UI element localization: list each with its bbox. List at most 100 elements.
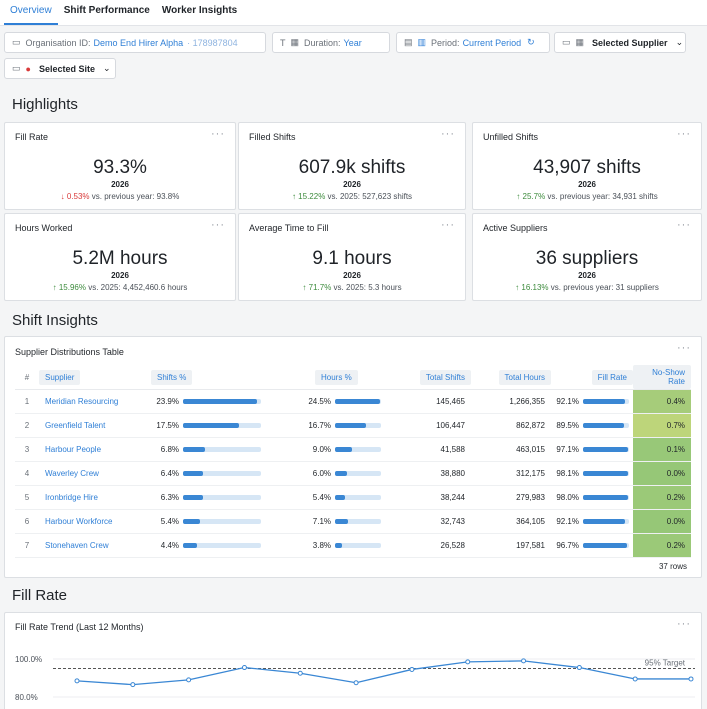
supplier-name[interactable]: Stonehaven Crew (39, 533, 151, 558)
table-row[interactable]: 4 Waverley Crew 6.4% 6.0% 38,880 312,175… (15, 461, 691, 486)
kpi-title: Active Suppliers (483, 223, 548, 233)
kpi-title: Fill Rate (15, 132, 49, 142)
supplier-table: # Supplier Shifts % Hours % Total Shifts… (15, 365, 691, 558)
text-type-icon: T (280, 37, 286, 48)
shifts-pct-cell: 23.9% (151, 389, 275, 414)
shifts-pct-bar (183, 471, 261, 476)
kpi-value: 93.3% (93, 157, 147, 178)
hours-pct-cell: 16.7% (275, 413, 399, 438)
data-point (576, 665, 582, 671)
col-no-show-rate[interactable]: No-Show Rate (633, 365, 691, 390)
kpi-year: 2026 (343, 271, 361, 280)
supplier-name[interactable]: Greenfield Talent (39, 413, 151, 438)
more-options-icon[interactable]: ··· (677, 342, 691, 354)
kpi-value: 5.2M hours (72, 248, 168, 269)
supplier-name[interactable]: Meridian Resourcing (39, 389, 151, 414)
supplier-name[interactable]: Waverley Crew (39, 461, 151, 486)
supplier-filter[interactable]: ▭ ▦ Selected Supplier ⌄ (554, 32, 686, 53)
total-hours-cell: 364,105 (471, 509, 551, 534)
supplier-table-title: Supplier Distributions Table (15, 347, 124, 357)
fill-rate-cell: 98.0% (551, 485, 633, 510)
row-count: 37 rows (658, 562, 687, 571)
more-options-icon[interactable]: ··· (441, 128, 455, 140)
table-row[interactable]: 5 Ironbridge Hire 6.3% 5.4% 38,244 279,9… (15, 485, 691, 510)
kpi-comparison: ↑ 15.22% vs. 2025: 527,623 shifts (239, 192, 465, 201)
kpi-title: Unfilled Shifts (483, 132, 539, 142)
fill-rate-bar (583, 423, 629, 428)
table-row[interactable]: 7 Stonehaven Crew 4.4% 3.8% 26,528 197,5… (15, 533, 691, 558)
data-point (409, 666, 415, 672)
no-show-cell: 0.2% (633, 485, 691, 510)
col-total-shifts[interactable]: Total Shifts (399, 365, 471, 390)
fill-rate-cell: 89.5% (551, 413, 633, 438)
kpi-comparison: ↑ 15.96% vs. 2025: 4,452,460.6 hours (5, 283, 235, 292)
arrow-down-icon: ↓ (60, 192, 65, 201)
active-suppliers-card: Active Suppliers ··· 36 suppliers 2026 ↑… (472, 213, 702, 301)
refresh-icon[interactable]: ↻ (527, 37, 535, 47)
shifts-pct-bar (183, 447, 261, 452)
duration-filter[interactable]: T ▦ Duration: Year (272, 32, 390, 53)
total-shifts-cell: 38,880 (399, 461, 471, 486)
more-options-icon[interactable]: ··· (677, 128, 691, 140)
data-point (74, 678, 80, 684)
row-index: 7 (15, 533, 39, 558)
pin-icon: ● (25, 63, 31, 74)
kpi-value: 36 suppliers (535, 248, 639, 269)
shifts-pct-cell: 4.4% (151, 533, 275, 558)
tab-worker-insights[interactable]: Worker Insights (161, 5, 238, 16)
table-row[interactable]: 2 Greenfield Talent 17.5% 16.7% 106,447 … (15, 413, 691, 438)
fill-rate-bar (583, 399, 629, 404)
total-shifts-cell: 106,447 (399, 413, 471, 438)
kpi-year: 2026 (111, 271, 129, 280)
supplier-name[interactable]: Harbour People (39, 437, 151, 462)
data-point (297, 670, 303, 676)
tag-icon: ▭ (562, 37, 571, 47)
table-row[interactable]: 3 Harbour People 6.8% 9.0% 41,588 463,01… (15, 437, 691, 462)
y-tick-label: 100.0% (15, 655, 42, 664)
tab-overview[interactable]: Overview (4, 5, 58, 25)
col-hours-pct[interactable]: Hours % (275, 365, 399, 390)
supplier-name[interactable]: Harbour Workforce (39, 509, 151, 534)
data-point (130, 682, 136, 688)
fill-rate-cell: 97.1% (551, 437, 633, 462)
col-shifts-pct[interactable]: Shifts % (151, 365, 275, 390)
total-shifts-cell: 41,588 (399, 437, 471, 462)
hours-pct-cell: 24.5% (275, 389, 399, 414)
site-filter[interactable]: ▭ ● Selected Site ⌄ (4, 58, 116, 79)
total-hours-cell: 279,983 (471, 485, 551, 510)
more-options-icon[interactable]: ··· (211, 128, 225, 140)
arrow-up-icon: ↑ (302, 283, 307, 292)
organisation-filter[interactable]: ▭ Organisation ID: Demo End Hirer Alpha … (4, 32, 266, 53)
total-hours-cell: 197,581 (471, 533, 551, 558)
table-row[interactable]: 1 Meridian Resourcing 23.9% 24.5% 145,46… (15, 389, 691, 414)
table-row[interactable]: 6 Harbour Workforce 5.4% 7.1% 32,743 364… (15, 509, 691, 534)
more-options-icon[interactable]: ··· (677, 618, 691, 630)
kpi-compare-text: vs. previous year: 93.8% (89, 192, 180, 201)
col-supplier[interactable]: Supplier (39, 365, 151, 390)
kpi-delta: 15.96% (58, 283, 86, 292)
period-filter[interactable]: ▤ ▥ Period: Current Period ↻ (396, 32, 550, 53)
kpi-delta: 0.53% (66, 192, 90, 201)
more-options-icon[interactable]: ··· (211, 219, 225, 231)
tab-shift-performance[interactable]: Shift Performance (63, 5, 150, 16)
total-hours-cell: 463,015 (471, 437, 551, 462)
row-index: 5 (15, 485, 39, 510)
fill-rate-cell: 96.7% (551, 533, 633, 558)
col-fill-rate[interactable]: Fill Rate (551, 365, 633, 390)
chart-title: Fill Rate Trend (Last 12 Months) (15, 622, 144, 632)
fill-rate-bar (583, 495, 629, 500)
row-index: 1 (15, 389, 39, 414)
col-index: # (15, 365, 39, 390)
col-total-hours[interactable]: Total Hours (471, 365, 551, 390)
shifts-pct-bar (183, 519, 261, 524)
kpi-year: 2026 (578, 271, 596, 280)
arrow-up-icon: ↑ (291, 192, 296, 201)
more-options-icon[interactable]: ··· (677, 219, 691, 231)
kpi-delta: 16.13% (521, 283, 549, 292)
average-time-to-fill-card: Average Time to Fill ··· 9.1 hours 2026 … (238, 213, 466, 301)
fill-rate-bar (583, 543, 629, 548)
more-options-icon[interactable]: ··· (441, 219, 455, 231)
total-hours-cell: 1,266,355 (471, 389, 551, 414)
supplier-name[interactable]: Ironbridge Hire (39, 485, 151, 510)
calendar-icon: ▤ (404, 37, 413, 47)
